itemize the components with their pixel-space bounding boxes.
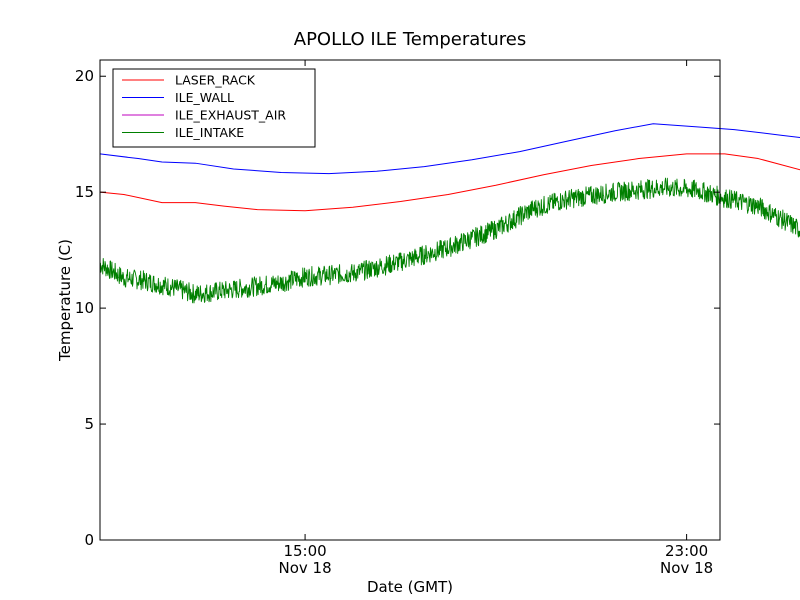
series-line-ile-intake (99, 177, 800, 304)
y-tick-label: 0 (84, 531, 94, 549)
legend: LASER_RACK ILE_WALL ILE_EXHAUST_AIR ILE_INT… (112, 68, 316, 148)
legend-label: ILE_EXHAUST_AIR (175, 108, 286, 123)
chart-title: APOLLO ILE Temperatures (294, 29, 526, 50)
legend-label: ILE_WALL (175, 90, 234, 105)
legend-label: LASER_RACK (175, 73, 256, 88)
plot-frame (99, 59, 721, 541)
series-line-ile-wall (99, 123, 800, 175)
x-tick-date-label: Nov 18 (279, 559, 332, 577)
legend-box (112, 68, 316, 148)
series-line-laser-rack (99, 153, 800, 212)
x-tick-time-label: 15:00 (283, 542, 326, 560)
x-axis-label: Date (GMT) (367, 578, 453, 596)
legend-label: ILE_INTAKE (175, 125, 244, 140)
y-axis-ticks: 0 5 10 15 20 (75, 67, 720, 549)
plot-series (99, 123, 800, 304)
x-tick-date-label: Nov 18 (660, 559, 713, 577)
y-tick-label: 10 (75, 299, 94, 317)
x-tick-time-label: 23:00 (665, 542, 708, 560)
y-axis-label: Temperature (C) (56, 239, 74, 362)
y-tick-label: 15 (75, 183, 94, 201)
y-tick-label: 5 (84, 415, 94, 433)
y-tick-label: 20 (75, 67, 94, 85)
